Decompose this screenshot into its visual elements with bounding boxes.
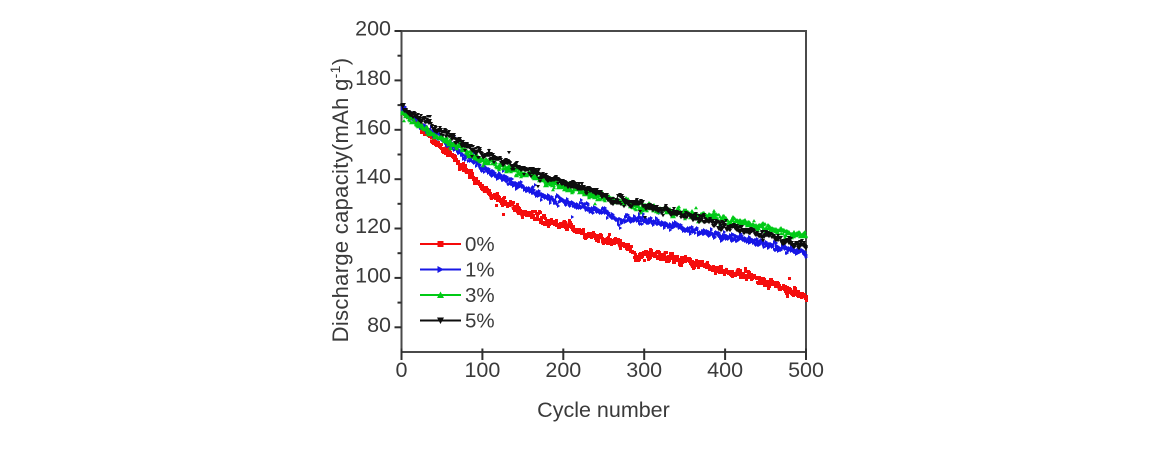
svg-text:200: 200 xyxy=(355,17,391,41)
svg-text:160: 160 xyxy=(355,115,391,139)
svg-text:180: 180 xyxy=(355,66,391,90)
svg-text:Discharge capacity(mAh g-1): Discharge capacity(mAh g-1) xyxy=(327,58,353,343)
svg-text:400: 400 xyxy=(707,358,743,382)
svg-text:100: 100 xyxy=(464,358,500,382)
svg-text:300: 300 xyxy=(626,358,662,382)
svg-text:0%: 0% xyxy=(465,233,495,256)
svg-text:140: 140 xyxy=(355,165,391,189)
svg-text:120: 120 xyxy=(355,214,391,238)
svg-text:5%: 5% xyxy=(465,310,495,333)
svg-text:Cycle number: Cycle number xyxy=(537,398,670,422)
svg-text:200: 200 xyxy=(545,358,581,382)
svg-text:3%: 3% xyxy=(465,284,495,307)
svg-text:500: 500 xyxy=(788,358,824,382)
svg-text:1%: 1% xyxy=(465,259,495,282)
svg-text:80: 80 xyxy=(367,313,391,337)
svg-text:100: 100 xyxy=(355,263,391,287)
svg-text:0: 0 xyxy=(396,358,408,382)
